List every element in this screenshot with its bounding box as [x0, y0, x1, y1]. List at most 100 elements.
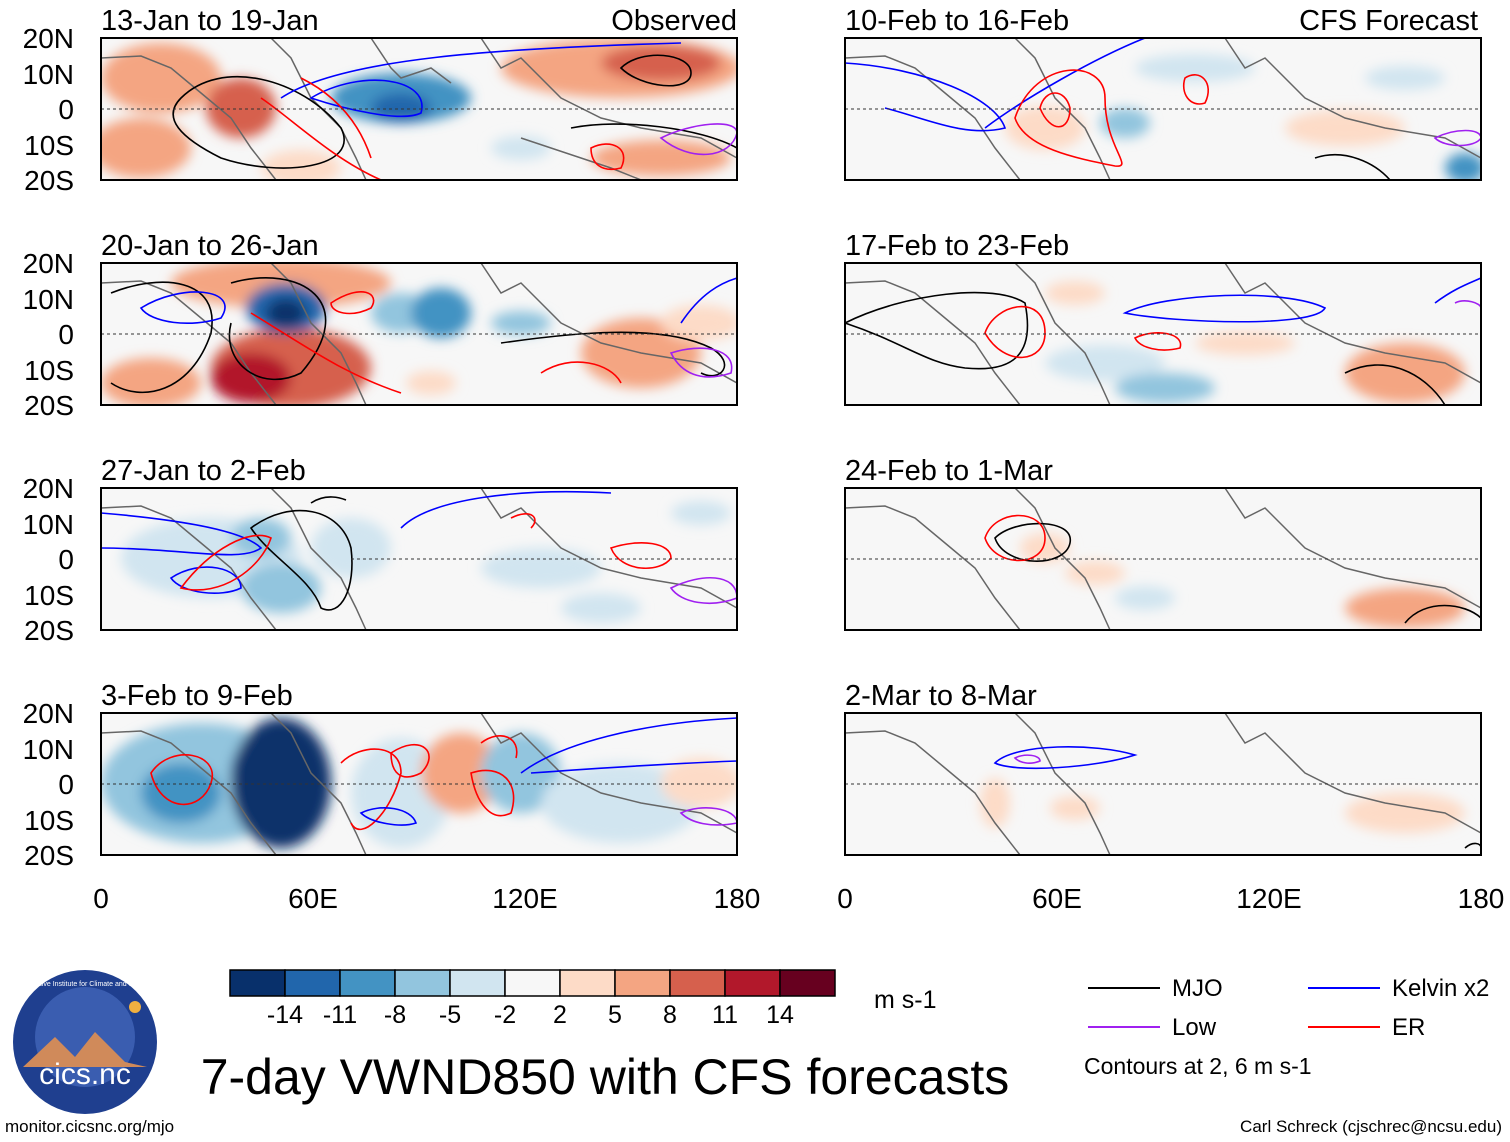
kelvin-contour	[520, 717, 738, 774]
lat-tick-label: 10N	[23, 509, 74, 540]
panel-frame	[100, 487, 738, 631]
panel-6	[844, 487, 1482, 631]
er-contour	[590, 143, 625, 170]
kelvin-contour	[1122, 294, 1327, 323]
colorbar-swatch	[724, 969, 781, 997]
colorbar-tick-label: -5	[439, 1001, 461, 1029]
legend-label-er: ER	[1392, 1014, 1425, 1041]
wind-anomaly-shading	[1020, 533, 1465, 628]
kelvin-contour	[100, 512, 263, 556]
colorbar-tick-label: 2	[553, 1001, 567, 1029]
panel-frame	[844, 262, 1482, 406]
wave-contours	[984, 514, 1482, 624]
colorbar-tick-label: 11	[712, 1001, 738, 1029]
er-contour	[150, 754, 214, 806]
lon-tick-label: 180	[1458, 883, 1505, 914]
kelvin-contour	[400, 491, 612, 529]
legend-label-low: Low	[1172, 1014, 1217, 1041]
mjo-contour	[844, 291, 1029, 370]
units-label: m s-1	[874, 986, 937, 1014]
credit-left: monitor.cicsnc.org/mjo	[5, 1117, 174, 1136]
legend-label-kelvin: Kelvin x2	[1392, 975, 1489, 1002]
panel-2	[844, 37, 1482, 181]
legend-label-mjo: MJO	[1172, 975, 1223, 1002]
er-contour	[510, 513, 536, 529]
lat-tick-label: 20S	[24, 840, 74, 871]
er-contour	[260, 97, 382, 181]
lat-tick-label: 10N	[23, 734, 74, 765]
colorbar-tick-label: 8	[663, 1001, 677, 1029]
lat-tick-label: 20S	[24, 615, 74, 646]
kelvin-contour	[530, 760, 738, 774]
map-coastlines	[844, 712, 1482, 856]
lat-tick-label: 10S	[24, 805, 74, 836]
kelvin-contour	[844, 62, 1007, 132]
lat-tick-label: 10N	[23, 284, 74, 315]
lon-tick-label: 0	[93, 883, 109, 914]
lon-tick-label: 0	[837, 883, 853, 914]
lon-tick-label: 180	[714, 883, 761, 914]
colorbar-tick-label: 5	[608, 1001, 622, 1029]
lat-tick-label: 0	[58, 544, 74, 575]
panel-3	[100, 262, 738, 406]
lat-tick-label: 20N	[23, 23, 74, 54]
wave-contours	[844, 277, 1482, 406]
er-contour	[540, 361, 622, 384]
er-contour	[984, 305, 1046, 359]
colorbar-swatch	[284, 969, 341, 997]
logo-ring-text: Cooperative Institute for Climate and Sa…	[13, 981, 157, 988]
lat-tick-label: 10N	[23, 59, 74, 90]
lat-tick-label: 10S	[24, 130, 74, 161]
lat-tick-label: 0	[58, 94, 74, 125]
mjo-contour	[172, 76, 345, 169]
panel-title: 24-Feb to 1-Mar	[845, 455, 1053, 487]
panel-title: 10-Feb to 16-Feb	[845, 5, 1069, 37]
map-coastlines	[844, 487, 1482, 631]
er-contour	[470, 769, 515, 817]
panel-tag: Observed	[611, 5, 737, 37]
wave-contours	[150, 717, 738, 830]
wave-contours	[110, 277, 738, 394]
er-contour	[340, 748, 402, 830]
colorbar-tick-label: -2	[494, 1001, 516, 1029]
wind-anomaly-shading	[1045, 281, 1465, 403]
kelvin-contour	[984, 37, 1146, 129]
colorbar-tick-label: -11	[323, 1001, 357, 1029]
colorbar-swatch	[229, 969, 286, 997]
panel-title: 20-Jan to 26-Jan	[101, 230, 319, 262]
colorbar-tick-label: -8	[384, 1001, 406, 1029]
panel-title: 17-Feb to 23-Feb	[845, 230, 1069, 262]
er-contour	[480, 734, 518, 759]
er-contour	[1039, 92, 1071, 128]
panel-5	[100, 487, 738, 631]
panel-tag: CFS Forecast	[1299, 5, 1478, 37]
kelvin-contour	[680, 277, 738, 324]
kelvin-contour	[359, 807, 418, 826]
lat-tick-label: 20N	[23, 473, 74, 504]
low-contour	[1013, 754, 1041, 764]
mjo-contour	[310, 496, 347, 504]
mjo-contour	[570, 123, 738, 149]
wave-contours	[844, 37, 1482, 181]
kelvin-contour	[993, 746, 1138, 770]
mjo-contour	[1404, 604, 1482, 624]
low-contour	[669, 347, 733, 378]
mjo-contour	[249, 509, 353, 611]
panel-frame	[844, 37, 1482, 181]
map-coastlines	[100, 487, 738, 631]
lon-tick-label: 120E	[1236, 883, 1301, 914]
lat-tick-label: 10S	[24, 355, 74, 386]
lat-tick-label: 0	[58, 319, 74, 350]
mjo-contour	[994, 522, 1071, 562]
er-contour	[300, 77, 372, 159]
kelvin-contour	[1434, 277, 1482, 304]
colorbar-swatch	[669, 969, 726, 997]
panel-8	[844, 712, 1482, 856]
panel-frame	[100, 712, 738, 856]
er-contour	[390, 743, 430, 778]
map-coastlines	[844, 262, 1482, 406]
lat-tick-label: 20S	[24, 390, 74, 421]
lat-tick-label: 20N	[23, 698, 74, 729]
colorbar-swatch	[449, 969, 506, 997]
